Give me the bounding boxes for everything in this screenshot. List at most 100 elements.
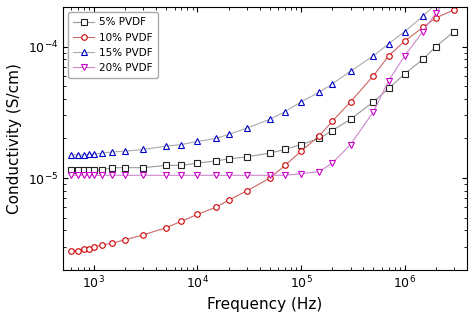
Legend: 5% PVDF, 10% PVDF, 15% PVDF, 20% PVDF: 5% PVDF, 10% PVDF, 15% PVDF, 20% PVDF: [68, 12, 158, 78]
10% PVDF: [433, 16, 439, 20]
15% PVDF: [226, 132, 231, 136]
Line: 20% PVDF: 20% PVDF: [68, 0, 457, 178]
20% PVDF: [433, 11, 439, 15]
5% PVDF: [75, 168, 81, 172]
15% PVDF: [86, 152, 92, 156]
10% PVDF: [402, 39, 408, 43]
X-axis label: Frequency (Hz): Frequency (Hz): [207, 297, 322, 312]
20% PVDF: [244, 174, 250, 177]
15% PVDF: [81, 153, 87, 157]
20% PVDF: [213, 174, 219, 177]
15% PVDF: [317, 90, 322, 94]
10% PVDF: [81, 247, 87, 251]
15% PVDF: [91, 152, 97, 156]
15% PVDF: [68, 153, 74, 157]
15% PVDF: [267, 117, 273, 121]
20% PVDF: [386, 79, 392, 83]
5% PVDF: [282, 148, 288, 152]
20% PVDF: [68, 174, 74, 177]
15% PVDF: [298, 100, 304, 104]
10% PVDF: [282, 163, 288, 167]
5% PVDF: [226, 157, 231, 161]
20% PVDF: [402, 54, 408, 58]
20% PVDF: [81, 174, 87, 177]
10% PVDF: [179, 219, 184, 223]
10% PVDF: [347, 100, 353, 104]
10% PVDF: [75, 249, 81, 253]
20% PVDF: [420, 30, 426, 33]
5% PVDF: [109, 166, 115, 170]
5% PVDF: [86, 168, 92, 172]
5% PVDF: [386, 86, 392, 90]
Line: 10% PVDF: 10% PVDF: [68, 7, 457, 254]
10% PVDF: [267, 176, 273, 180]
5% PVDF: [420, 57, 426, 61]
5% PVDF: [122, 166, 128, 170]
10% PVDF: [91, 245, 97, 249]
5% PVDF: [91, 168, 97, 172]
Line: 15% PVDF: 15% PVDF: [68, 0, 457, 158]
15% PVDF: [386, 42, 392, 46]
15% PVDF: [347, 69, 353, 73]
5% PVDF: [140, 166, 146, 170]
10% PVDF: [451, 8, 457, 12]
20% PVDF: [91, 174, 97, 177]
10% PVDF: [244, 189, 250, 193]
20% PVDF: [347, 143, 353, 146]
10% PVDF: [109, 241, 115, 245]
Line: 5% PVDF: 5% PVDF: [68, 29, 457, 173]
20% PVDF: [267, 174, 273, 177]
20% PVDF: [226, 174, 231, 177]
20% PVDF: [99, 174, 105, 177]
15% PVDF: [75, 153, 81, 157]
5% PVDF: [68, 168, 74, 172]
10% PVDF: [371, 74, 376, 78]
20% PVDF: [298, 172, 304, 175]
5% PVDF: [244, 155, 250, 159]
20% PVDF: [122, 174, 128, 177]
20% PVDF: [317, 170, 322, 174]
10% PVDF: [317, 134, 322, 137]
5% PVDF: [433, 45, 439, 48]
10% PVDF: [226, 198, 231, 202]
10% PVDF: [140, 233, 146, 237]
5% PVDF: [329, 129, 335, 132]
5% PVDF: [451, 30, 457, 33]
20% PVDF: [282, 174, 288, 177]
Y-axis label: Conductivity (S/cm): Conductivity (S/cm): [7, 63, 22, 214]
20% PVDF: [140, 174, 146, 177]
20% PVDF: [86, 174, 92, 177]
15% PVDF: [140, 148, 146, 152]
5% PVDF: [164, 163, 169, 167]
20% PVDF: [179, 174, 184, 177]
15% PVDF: [213, 137, 219, 140]
15% PVDF: [420, 14, 426, 18]
15% PVDF: [122, 149, 128, 153]
10% PVDF: [122, 238, 128, 241]
20% PVDF: [164, 174, 169, 177]
20% PVDF: [371, 110, 376, 114]
5% PVDF: [317, 137, 322, 140]
5% PVDF: [99, 168, 105, 172]
5% PVDF: [195, 161, 201, 165]
15% PVDF: [329, 82, 335, 86]
10% PVDF: [99, 243, 105, 247]
15% PVDF: [402, 30, 408, 33]
10% PVDF: [420, 26, 426, 29]
15% PVDF: [109, 150, 115, 154]
5% PVDF: [267, 151, 273, 155]
15% PVDF: [433, 2, 439, 6]
15% PVDF: [244, 126, 250, 130]
10% PVDF: [213, 205, 219, 209]
5% PVDF: [402, 72, 408, 76]
5% PVDF: [371, 100, 376, 104]
20% PVDF: [195, 174, 201, 177]
10% PVDF: [68, 249, 74, 253]
5% PVDF: [213, 159, 219, 163]
15% PVDF: [99, 151, 105, 155]
10% PVDF: [298, 149, 304, 153]
20% PVDF: [109, 174, 115, 177]
20% PVDF: [329, 161, 335, 165]
15% PVDF: [164, 144, 169, 148]
10% PVDF: [164, 226, 169, 230]
